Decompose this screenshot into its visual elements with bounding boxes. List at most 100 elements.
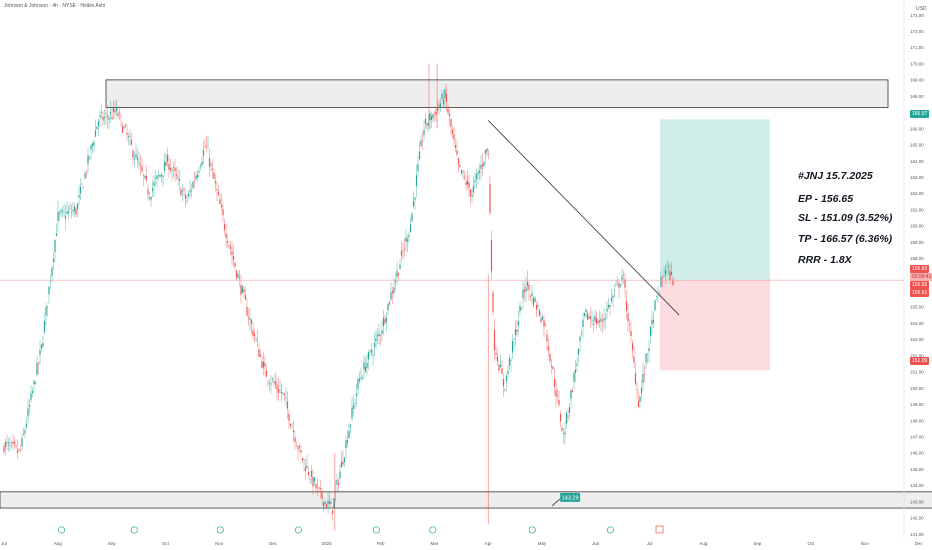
candle-body	[160, 174, 163, 176]
y-tick-label[interactable]: 154.00	[910, 321, 924, 326]
candle-body	[249, 318, 251, 321]
candle-body	[189, 190, 191, 192]
annotation-pointer	[551, 498, 561, 507]
y-tick-label[interactable]: 150.00	[910, 386, 924, 391]
y-tick-label[interactable]: 164.00	[910, 159, 924, 164]
x-tick-label[interactable]: Jul	[647, 541, 653, 546]
y-tick-label[interactable]: 145.00	[910, 467, 924, 472]
candle-body	[273, 381, 275, 383]
candle-body	[400, 250, 403, 256]
y-tick-label[interactable]: 172.00	[910, 29, 924, 34]
y-tick-label[interactable]: 168.00	[910, 94, 924, 99]
y-tick-label[interactable]: 166.00	[910, 126, 924, 131]
candle-body	[208, 158, 211, 167]
y-tick-label[interactable]: 142.00	[910, 516, 924, 521]
candle-body	[562, 433, 565, 434]
candle-body	[75, 209, 77, 215]
candle-body	[310, 471, 313, 477]
y-tick-label[interactable]: 153.00	[910, 337, 924, 342]
price-axis[interactable]: 141.00 142.00 143.00 144.00 145.00 146.00 147.…	[903, 0, 924, 540]
y-tick-label[interactable]: 147.00	[910, 434, 924, 439]
x-tick-label[interactable]: Sep	[108, 541, 117, 546]
y-tick-label[interactable]: 162.00	[910, 191, 924, 196]
x-tick-label[interactable]: Dec	[915, 541, 924, 546]
candle-body	[264, 363, 266, 367]
target-price-tag: 166.57	[910, 110, 930, 118]
y-tick-label[interactable]: 159.00	[910, 240, 924, 245]
candle-body	[333, 498, 335, 508]
y-tick-label[interactable]: 163.00	[910, 175, 924, 180]
y-tick-label[interactable]: 151.00	[910, 370, 924, 375]
candle-body	[459, 164, 461, 167]
candle-body	[427, 123, 430, 126]
candle-body	[426, 123, 428, 126]
candle-body	[511, 341, 514, 353]
y-tick-label[interactable]: 148.00	[910, 418, 924, 423]
candle-body	[504, 389, 506, 391]
y-tick-label[interactable]: 141.00	[910, 532, 924, 537]
y-tick-label[interactable]: 143.00	[910, 499, 924, 504]
candle-body	[267, 381, 269, 382]
candle-body	[343, 457, 346, 463]
candle-body	[393, 287, 395, 293]
x-tick-label[interactable]: Nov	[861, 541, 870, 546]
y-tick-label[interactable]: 173.00	[910, 13, 924, 18]
x-tick-label[interactable]: Aug	[699, 541, 708, 546]
y-tick-label[interactable]: 152.00	[910, 353, 924, 358]
y-tick-label[interactable]: 160.00	[910, 224, 924, 229]
candle-body	[63, 211, 65, 213]
candle-body	[258, 349, 260, 357]
y-tick-label[interactable]: 171.00	[910, 45, 924, 50]
candles-layer	[3, 63, 674, 531]
candle-body	[517, 321, 520, 326]
y-tick-label[interactable]: 144.00	[910, 483, 924, 488]
event-marker-icon	[528, 526, 536, 534]
candle-body	[385, 317, 388, 322]
candle-body	[526, 281, 529, 286]
candle-body	[159, 174, 161, 178]
x-tick-label[interactable]: May	[538, 541, 547, 546]
x-tick-label[interactable]: Oct	[162, 541, 170, 546]
y-tick-label[interactable]: 161.00	[910, 207, 924, 212]
candle-body	[271, 378, 274, 380]
x-tick-label[interactable]: Apr	[485, 541, 493, 546]
y-tick-label[interactable]: 149.00	[910, 402, 924, 407]
candle-body	[604, 318, 607, 320]
candle-body	[363, 362, 365, 370]
candle-body	[478, 170, 481, 173]
x-tick-label[interactable]: Mar	[431, 541, 439, 546]
candle-body	[628, 324, 631, 326]
candle-body	[666, 266, 668, 267]
candle-body	[472, 186, 475, 193]
candle-body	[351, 407, 353, 419]
y-tick-label[interactable]: 146.00	[910, 451, 924, 456]
candle-body	[469, 189, 472, 196]
x-tick-label[interactable]: Feb	[377, 541, 385, 546]
candle-body	[307, 471, 310, 476]
y-tick-label[interactable]: 165.00	[910, 143, 924, 148]
x-tick-label[interactable]: Jul	[1, 541, 7, 546]
candle-body	[396, 271, 398, 277]
x-tick-label[interactable]: Oct	[807, 541, 815, 546]
candle-body	[420, 140, 422, 147]
y-tick-label[interactable]: 170.00	[910, 61, 924, 66]
candle-body	[130, 139, 133, 145]
candle-body	[99, 115, 101, 118]
candle-body	[499, 364, 502, 368]
x-tick-label[interactable]: Jun	[592, 541, 600, 546]
y-tick-label[interactable]: 155.00	[910, 305, 924, 310]
x-tick-label[interactable]: Dec	[269, 541, 278, 546]
time-axis[interactable]: Jul Aug Sep Oct Nov Dec 2025 Feb Mar Apr May Jun Jul…	[1, 541, 923, 546]
y-tick-label[interactable]: 169.00	[910, 78, 924, 83]
x-tick-label[interactable]: 2025	[322, 541, 333, 546]
candle-body	[372, 354, 374, 356]
candle-body	[348, 430, 350, 439]
x-tick-label[interactable]: Aug	[54, 541, 63, 546]
y-tick-label[interactable]: 158.00	[910, 256, 924, 261]
candle-body	[81, 183, 83, 185]
x-tick-label[interactable]: Nov	[215, 541, 224, 546]
candle-body	[319, 487, 322, 489]
x-tick-label[interactable]: Sep	[753, 541, 762, 546]
event-circle	[130, 526, 138, 534]
